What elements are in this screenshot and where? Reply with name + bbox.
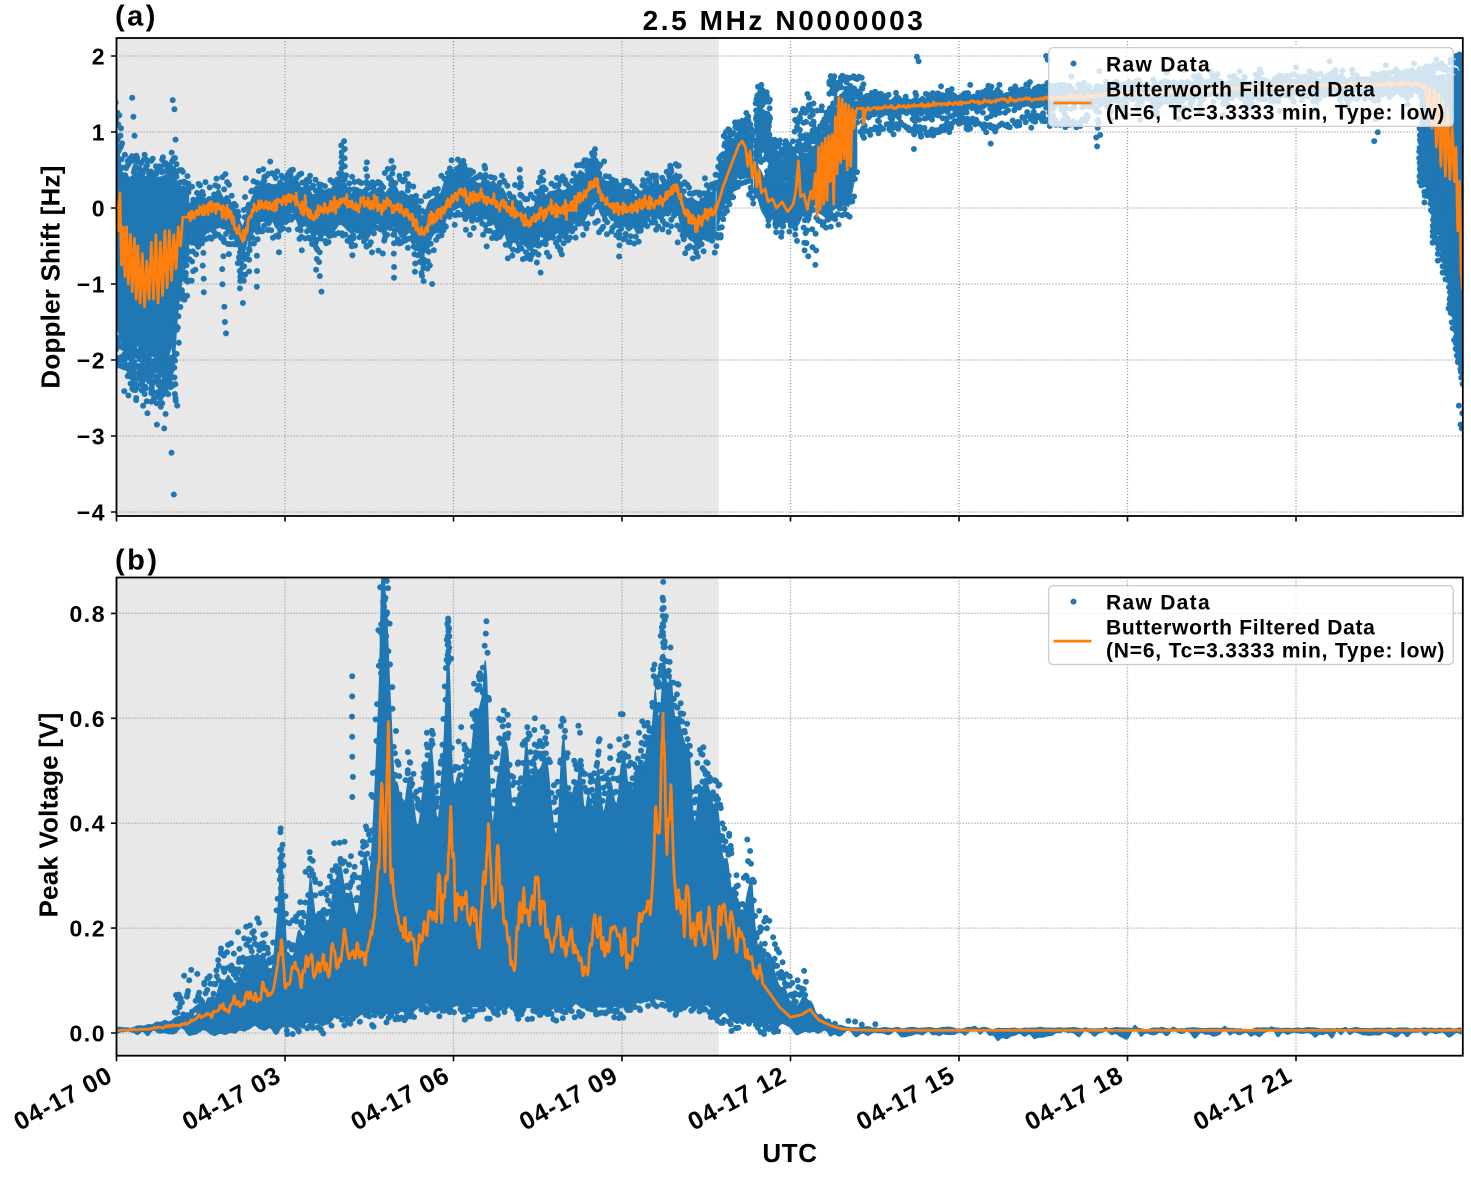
svg-text:(N=6, Tc=3.3333 min, Type: low: (N=6, Tc=3.3333 min, Type: low) <box>1106 640 1445 663</box>
svg-text:−4: −4 <box>77 500 106 526</box>
svg-text:−1: −1 <box>77 272 106 298</box>
svg-text:Doppler Shift [Hz]: Doppler Shift [Hz] <box>36 165 66 388</box>
svg-text:2.5 MHz N0000003: 2.5 MHz N0000003 <box>643 5 926 36</box>
svg-text:−3: −3 <box>77 424 106 450</box>
svg-text:Raw Data: Raw Data <box>1106 592 1211 615</box>
svg-text:(a): (a) <box>115 1 158 33</box>
svg-text:0.8: 0.8 <box>70 601 106 627</box>
svg-text:0.2: 0.2 <box>70 916 106 942</box>
svg-text:Butterworth Filtered Data: Butterworth Filtered Data <box>1106 79 1376 102</box>
svg-text:0.4: 0.4 <box>70 811 106 837</box>
svg-text:Peak Voltage [V]: Peak Voltage [V] <box>34 712 64 917</box>
svg-text:(N=6, Tc=3.3333 min, Type: low: (N=6, Tc=3.3333 min, Type: low) <box>1106 102 1445 125</box>
svg-text:2: 2 <box>92 44 106 70</box>
svg-text:Raw Data: Raw Data <box>1106 54 1211 77</box>
svg-text:0.0: 0.0 <box>70 1021 106 1047</box>
svg-text:1: 1 <box>92 120 106 146</box>
svg-text:0: 0 <box>92 196 106 222</box>
svg-text:−2: −2 <box>77 348 106 374</box>
svg-text:0.6: 0.6 <box>70 706 106 732</box>
svg-text:UTC: UTC <box>762 1138 817 1168</box>
svg-text:(b): (b) <box>115 545 160 577</box>
svg-text:Butterworth Filtered Data: Butterworth Filtered Data <box>1106 617 1376 640</box>
